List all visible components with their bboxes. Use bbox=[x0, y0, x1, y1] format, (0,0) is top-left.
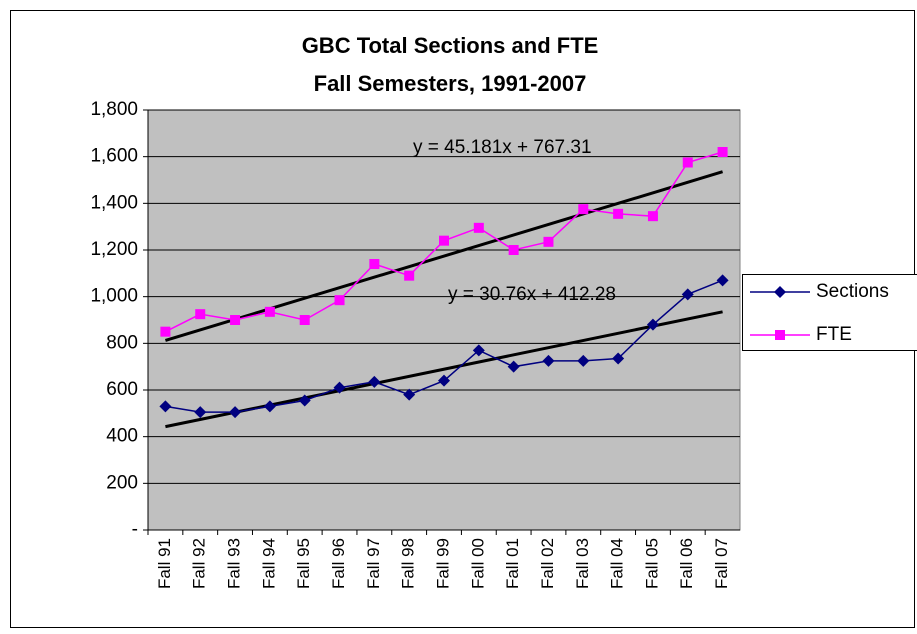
y-tick-label: 1,400 bbox=[90, 192, 138, 213]
x-tick-label: Fall 97 bbox=[364, 538, 383, 589]
marker bbox=[369, 259, 380, 269]
marker bbox=[230, 315, 241, 325]
y-tick-label: 1,000 bbox=[90, 286, 138, 307]
x-tick-label: Fall 06 bbox=[677, 538, 696, 589]
marker bbox=[646, 318, 659, 331]
y-tick-label: 1,800 bbox=[90, 99, 138, 120]
marker bbox=[577, 354, 590, 367]
x-tick-label: Fall 92 bbox=[190, 538, 209, 589]
marker bbox=[404, 270, 415, 281]
x-tick-label: Fall 03 bbox=[573, 538, 592, 589]
marker bbox=[403, 388, 416, 401]
x-tick-label: Fall 05 bbox=[642, 538, 661, 589]
marker bbox=[508, 245, 519, 255]
marker bbox=[578, 204, 589, 215]
y-tick-label: - bbox=[132, 519, 138, 540]
trendline-equation: y = 30.76x + 412.28 bbox=[448, 284, 616, 305]
x-tick-label: Fall 94 bbox=[259, 538, 278, 589]
marker bbox=[438, 374, 450, 387]
marker bbox=[298, 394, 311, 407]
chart-subtitle: Fall Semesters, 1991-2007 bbox=[314, 71, 587, 96]
marker bbox=[682, 157, 693, 168]
marker bbox=[333, 381, 346, 394]
marker bbox=[334, 295, 345, 306]
marker bbox=[368, 375, 381, 388]
marker bbox=[160, 326, 171, 337]
x-tick-label: Fall 00 bbox=[468, 538, 487, 589]
marker bbox=[716, 274, 729, 287]
legend-box bbox=[742, 274, 917, 351]
marker bbox=[542, 354, 555, 367]
x-tick-label: Fall 91 bbox=[155, 538, 174, 589]
marker bbox=[473, 222, 484, 233]
chart-title: GBC Total Sections and FTE bbox=[302, 33, 599, 58]
marker bbox=[439, 235, 449, 246]
marker bbox=[775, 330, 785, 340]
trendline bbox=[164, 170, 724, 342]
y-tick-label: 600 bbox=[106, 379, 138, 400]
trendline-equation: y = 45.181x + 767.31 bbox=[413, 137, 592, 158]
marker bbox=[717, 147, 728, 157]
y-tick-label: 400 bbox=[106, 426, 138, 447]
marker bbox=[647, 211, 658, 222]
x-tick-label: Fall 01 bbox=[503, 538, 522, 589]
marker bbox=[681, 288, 694, 301]
marker bbox=[229, 406, 242, 419]
marker bbox=[774, 286, 786, 298]
marker bbox=[195, 309, 206, 320]
y-tick-label: 1,600 bbox=[90, 146, 138, 167]
marker bbox=[543, 236, 554, 247]
trendline bbox=[165, 310, 723, 429]
x-tick-label: Fall 98 bbox=[399, 538, 418, 589]
legend-label: Sections bbox=[816, 281, 889, 302]
x-tick-label: Fall 02 bbox=[538, 538, 557, 589]
marker bbox=[194, 406, 207, 419]
marker bbox=[472, 344, 485, 357]
marker bbox=[159, 400, 172, 413]
x-tick-label: Fall 04 bbox=[608, 538, 627, 589]
marker bbox=[612, 352, 625, 365]
x-tick-label: Fall 99 bbox=[433, 538, 452, 589]
x-tick-label: Fall 95 bbox=[294, 538, 313, 589]
marker bbox=[507, 360, 520, 373]
y-tick-label: 800 bbox=[106, 332, 138, 353]
plot-area bbox=[147, 109, 741, 531]
marker bbox=[613, 208, 624, 219]
marker bbox=[263, 400, 276, 413]
x-tick-label: Fall 07 bbox=[712, 538, 731, 589]
x-tick-label: Fall 96 bbox=[329, 538, 348, 589]
marker bbox=[264, 306, 275, 317]
x-tick-label: Fall 93 bbox=[225, 538, 244, 589]
y-tick-label: 1,200 bbox=[90, 239, 138, 260]
legend-label: FTE bbox=[816, 324, 852, 345]
y-tick-label: 200 bbox=[106, 472, 138, 493]
marker bbox=[299, 315, 310, 325]
